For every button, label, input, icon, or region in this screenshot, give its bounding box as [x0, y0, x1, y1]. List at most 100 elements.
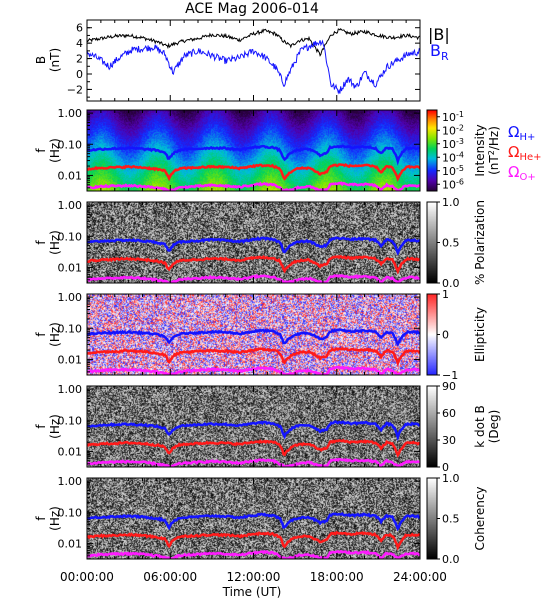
legend-omega-he: ΩHe+: [508, 143, 542, 163]
panel-5: 1.00 0.10 0.01 f (Hz) 90 60 30 0 k dot B (Deg): [34, 380, 501, 474]
panel1-ytick-label: 6: [76, 22, 83, 35]
ytick-label: 1.00: [58, 383, 83, 396]
colorbar-tick-label: 10-1: [442, 110, 464, 124]
gyrofrequency-curve-h: [87, 144, 420, 166]
colorbar-tick-label: 90: [442, 380, 456, 393]
spectrogram-heatmap: [87, 294, 420, 375]
colorbar-tick-label: 10-2: [442, 123, 464, 137]
ytick-label: 0.01: [58, 169, 83, 182]
colorbar: [427, 202, 437, 283]
legend-absB: |B|: [428, 25, 450, 44]
panel-ylabel: f: [34, 240, 48, 245]
gyrofrequency-curve-he: [87, 530, 420, 551]
colorbar: [427, 110, 437, 191]
colorbar: [427, 386, 437, 467]
colorbar-tick-label: 0.5: [442, 237, 460, 250]
colorbar-tick-label: 10-6: [442, 177, 464, 191]
panel1-ytick-label: −2: [67, 83, 83, 96]
panel-6: 1.00 0.10 0.01 f (Hz) 1.0 0.5 0.0 Coherency: [34, 472, 487, 566]
gyrofrequency-curve-h: [87, 512, 420, 532]
colorbar-unit: (nT2/Hz): [487, 126, 501, 175]
colorbar-tick-label: 10-3: [442, 137, 464, 151]
gyrofrequency-curve-h: [87, 420, 420, 442]
ytick-label: 0.01: [58, 537, 83, 550]
colorbar-tick-label: 0: [442, 461, 449, 474]
panel-yunit: (Hz): [48, 414, 62, 439]
panel-4: 1.00 0.10 0.01 f (Hz) 1 0 −1 Ellipticity: [34, 288, 487, 382]
colorbar: [427, 294, 437, 375]
panel1-ytick-label: 2: [76, 53, 83, 66]
gyrofrequency-legend: ΩH+ ΩHe+ ΩO+: [508, 123, 542, 183]
ytick-label: 0.10: [58, 506, 83, 519]
ytick-label: 1.00: [58, 199, 83, 212]
ytick-label: 0.10: [58, 230, 83, 243]
gyrofrequency-curve-he: [87, 162, 420, 182]
ytick-label: 0.10: [58, 322, 83, 335]
ytick-label: 0.01: [58, 261, 83, 274]
colorbar-label: Intensity: [473, 124, 487, 176]
panel-yunit: (Hz): [48, 322, 62, 347]
panel1-ytick-label: 4: [76, 37, 83, 50]
xtick-label: 24:00:00: [393, 570, 447, 584]
gyrofrequency-curve-h: [87, 236, 420, 256]
panel-yunit: (Hz): [48, 230, 62, 255]
panel1-ytick-label: 0: [76, 68, 83, 81]
gyrofrequency-curve-he: [87, 255, 420, 275]
spectrogram-heatmap: [87, 202, 420, 283]
panel-ylabel: f: [34, 424, 48, 429]
colorbar-tick-label: 1.0: [442, 196, 460, 209]
colorbar-tick-label: 0.5: [442, 513, 460, 526]
colorbar-tick-label: 0.0: [442, 277, 460, 290]
spectrogram-heatmap: [87, 478, 420, 559]
panel-ylabel: f: [34, 148, 48, 153]
gyrofrequency-curve-h: [87, 328, 420, 347]
colorbar-label: k dot B: [473, 405, 487, 447]
spectrogram-heatmap: [87, 110, 420, 191]
ytick-label: 0.10: [58, 138, 83, 151]
colorbar-label: Coherency: [473, 486, 487, 550]
ytick-label: 0.01: [58, 445, 83, 458]
panel-magnetic-field: 6 4 2 0 −2 B (nT) |B| BR: [34, 19, 450, 102]
xtick-label: 18:00:00: [310, 570, 364, 584]
colorbar-tick-label: 1.0: [442, 472, 460, 485]
gyrofrequency-curve-he: [87, 346, 420, 368]
gyrofrequency-curve-he: [87, 438, 420, 458]
xtick-label: 00:00:00: [60, 570, 114, 584]
x-axis-label: Time (UT): [222, 585, 282, 599]
panel-ylabel: f: [34, 516, 48, 521]
colorbar-label: % Polarization: [473, 200, 487, 285]
panel-2: 1.00 0.10 0.01 f (Hz) 10-110-210-310-410-510-…: [34, 107, 501, 192]
series-line-absB: [87, 28, 420, 57]
colorbar-tick-label: 60: [442, 407, 456, 420]
legend-BR: BR: [430, 41, 449, 63]
legend-omega-h: ΩH+: [508, 123, 535, 143]
colorbar-frame: [426, 109, 438, 192]
colorbar-label: Ellipticity: [473, 307, 487, 362]
panel-yunit: (Hz): [48, 506, 62, 531]
colorbar-tick-label: 0.0: [442, 553, 460, 566]
colorbar-tick-label: 1: [442, 288, 449, 301]
ytick-label: 1.00: [58, 291, 83, 304]
chart-title: ACE Mag 2006-014: [185, 1, 319, 17]
ytick-label: 1.00: [58, 475, 83, 488]
xtick-label: 06:00:00: [143, 570, 197, 584]
ytick-label: 1.00: [58, 107, 83, 120]
panel-yunit: (Hz): [48, 138, 62, 163]
colorbar-frame: [426, 385, 438, 468]
colorbar: [427, 478, 437, 559]
gyrofrequency-curve-o: [87, 549, 420, 559]
colorbar-tick-label: 30: [442, 434, 456, 447]
colorbar-unit: (Deg): [487, 410, 501, 444]
gyrofrequency-curve-o: [87, 365, 420, 375]
ytick-label: 0.10: [58, 414, 83, 427]
panel-3: 1.00 0.10 0.01 f (Hz) 1.0 0.5 0.0 % Polarization: [34, 196, 487, 290]
legend-omega-o: ΩO+: [508, 163, 536, 183]
xtick-label: 12:00:00: [227, 570, 281, 584]
colorbar-tick-label: −1: [442, 369, 458, 382]
series-line-BR: [87, 39, 420, 95]
colorbar-tick-label: 10-4: [442, 150, 464, 164]
panel1-ylabel: B: [34, 56, 48, 64]
ytick-label: 0.01: [58, 353, 83, 366]
panel-ylabel: f: [34, 332, 48, 337]
